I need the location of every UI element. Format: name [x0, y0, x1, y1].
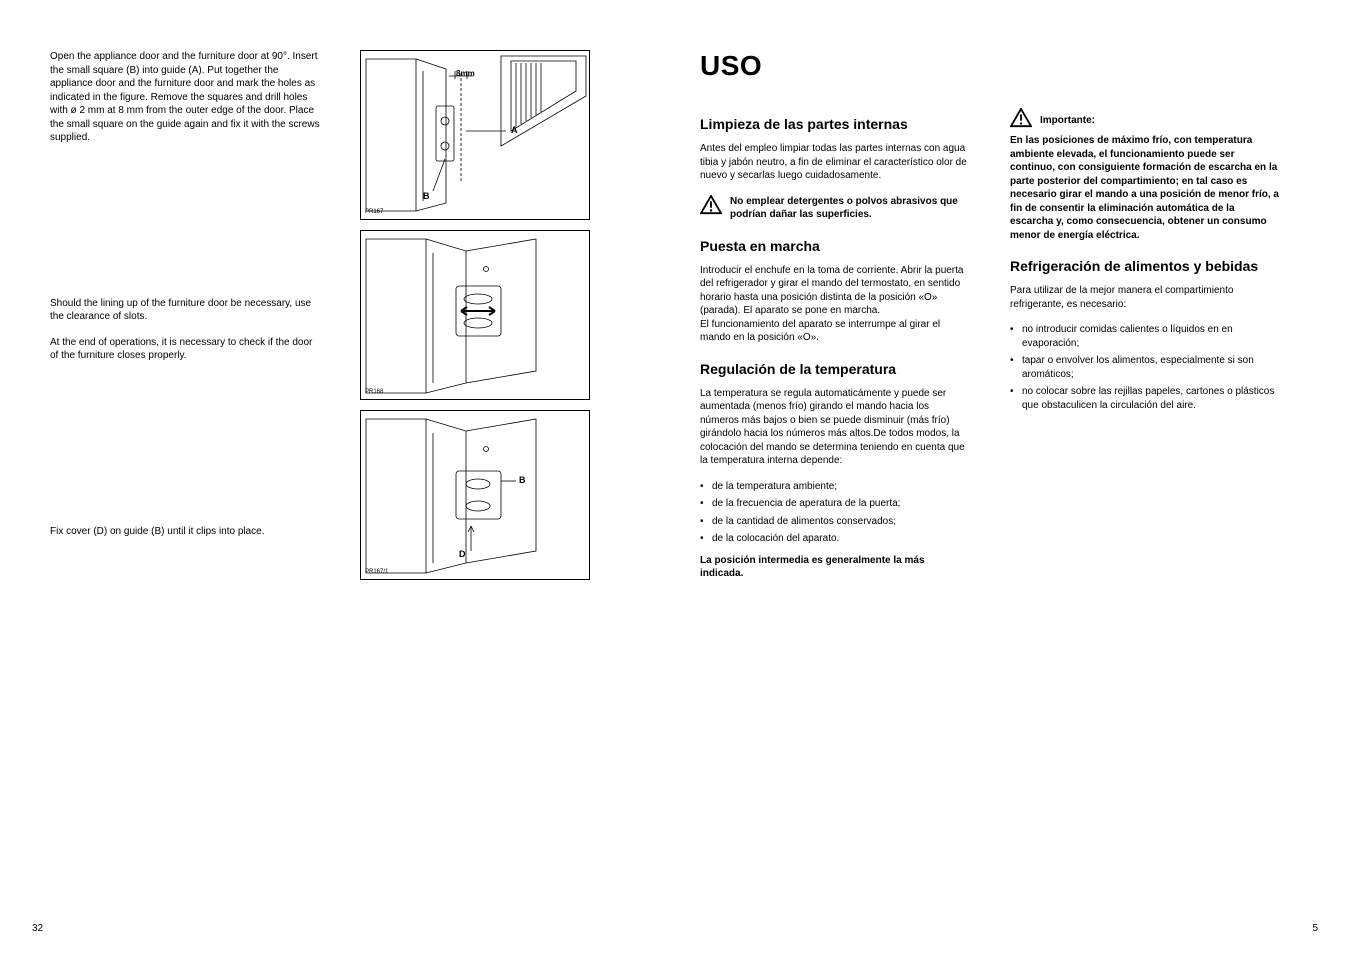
- figure-2-svg: [361, 231, 591, 401]
- sec4-important: Importante:: [1010, 108, 1280, 128]
- para-1: Open the appliance door and the furnitur…: [50, 50, 320, 145]
- sec3-bullets: de la temperatura ambiente; de la frecue…: [700, 480, 970, 546]
- sec5-heading: Refrigeración de alimentos y bebidas: [1010, 258, 1280, 274]
- figure-1: 8mm A B PR167: [360, 50, 590, 220]
- sec3-heading: Regulación de la temperatura: [700, 361, 970, 377]
- list-item: no colocar sobre las rejillas papeles, c…: [1010, 385, 1280, 412]
- sec2-heading: Puesta en marcha: [700, 238, 970, 254]
- right-col-2: Importante: En las posiciones de máximo …: [1010, 100, 1280, 420]
- left-col-1: Open the appliance door and the furnitur…: [50, 50, 320, 550]
- page-number-left: 32: [32, 923, 43, 934]
- page-title: USO: [700, 50, 1300, 82]
- fig2-caption: PR168: [365, 389, 383, 395]
- sec4-important-label: Importante:: [1040, 108, 1095, 128]
- figure-1-svg: [361, 51, 591, 221]
- fig3-caption: PR167/1: [365, 569, 388, 575]
- warning-icon: [700, 195, 722, 215]
- sec2-body: Introducir el enchufe en la toma de corr…: [700, 264, 970, 345]
- list-item: tapar o envolver los alimentos, especial…: [1010, 354, 1280, 381]
- para-4: Fix cover (D) on guide (B) until it clip…: [50, 525, 320, 539]
- sec1-body: Antes del empleo limpiar todas las parte…: [700, 142, 970, 183]
- list-item: de la frecuencia de aperatura de la puer…: [700, 497, 970, 511]
- fig1-dim: 8mm: [456, 69, 475, 78]
- sec5-body: Para utilizar de la mejor manera el comp…: [1010, 284, 1280, 311]
- fig1-label-b: B: [423, 191, 430, 201]
- sec1-heading: Limpieza de las partes internas: [700, 116, 970, 132]
- para-2: Should the lining up of the furniture do…: [50, 297, 320, 324]
- page-number-right: 5: [1312, 923, 1318, 934]
- list-item: no introducir comidas calientes o líquid…: [1010, 323, 1280, 350]
- sec1-warning-text: No emplear detergentes o polvos abrasivo…: [730, 195, 970, 222]
- left-col-2: 8mm A B PR167: [360, 50, 590, 590]
- list-item: de la cantidad de alimentos conservados;: [700, 515, 970, 529]
- sec1-warning: No emplear detergentes o polvos abrasivo…: [700, 195, 970, 222]
- list-item: de la temperatura ambiente;: [700, 480, 970, 494]
- figure-3-svg: [361, 411, 591, 581]
- list-item: de la colocación del aparato.: [700, 532, 970, 546]
- sec3-body: La temperatura se regula automaticámente…: [700, 387, 970, 468]
- figure-2: PR168: [360, 230, 590, 400]
- right-page: USO Limpieza de las partes internas Ante…: [700, 50, 1300, 100]
- sec3-footer: La posición intermedia es generalmente l…: [700, 554, 970, 581]
- fig1-label-a: A: [511, 125, 518, 135]
- fig1-caption: PR167: [365, 209, 383, 215]
- sec5-bullets: no introducir comidas calientes o líquid…: [1010, 323, 1280, 412]
- sec4-important-body: En las posiciones de máximo frío, con te…: [1010, 134, 1280, 242]
- para-3: At the end of operations, it is necessar…: [50, 336, 320, 363]
- figure-3: B D PR167/1: [360, 410, 590, 580]
- fig3-label-d: D: [459, 549, 466, 559]
- warning-icon: [1010, 108, 1032, 128]
- right-col-1: Limpieza de las partes internas Antes de…: [700, 100, 970, 593]
- fig3-label-b: B: [519, 475, 526, 485]
